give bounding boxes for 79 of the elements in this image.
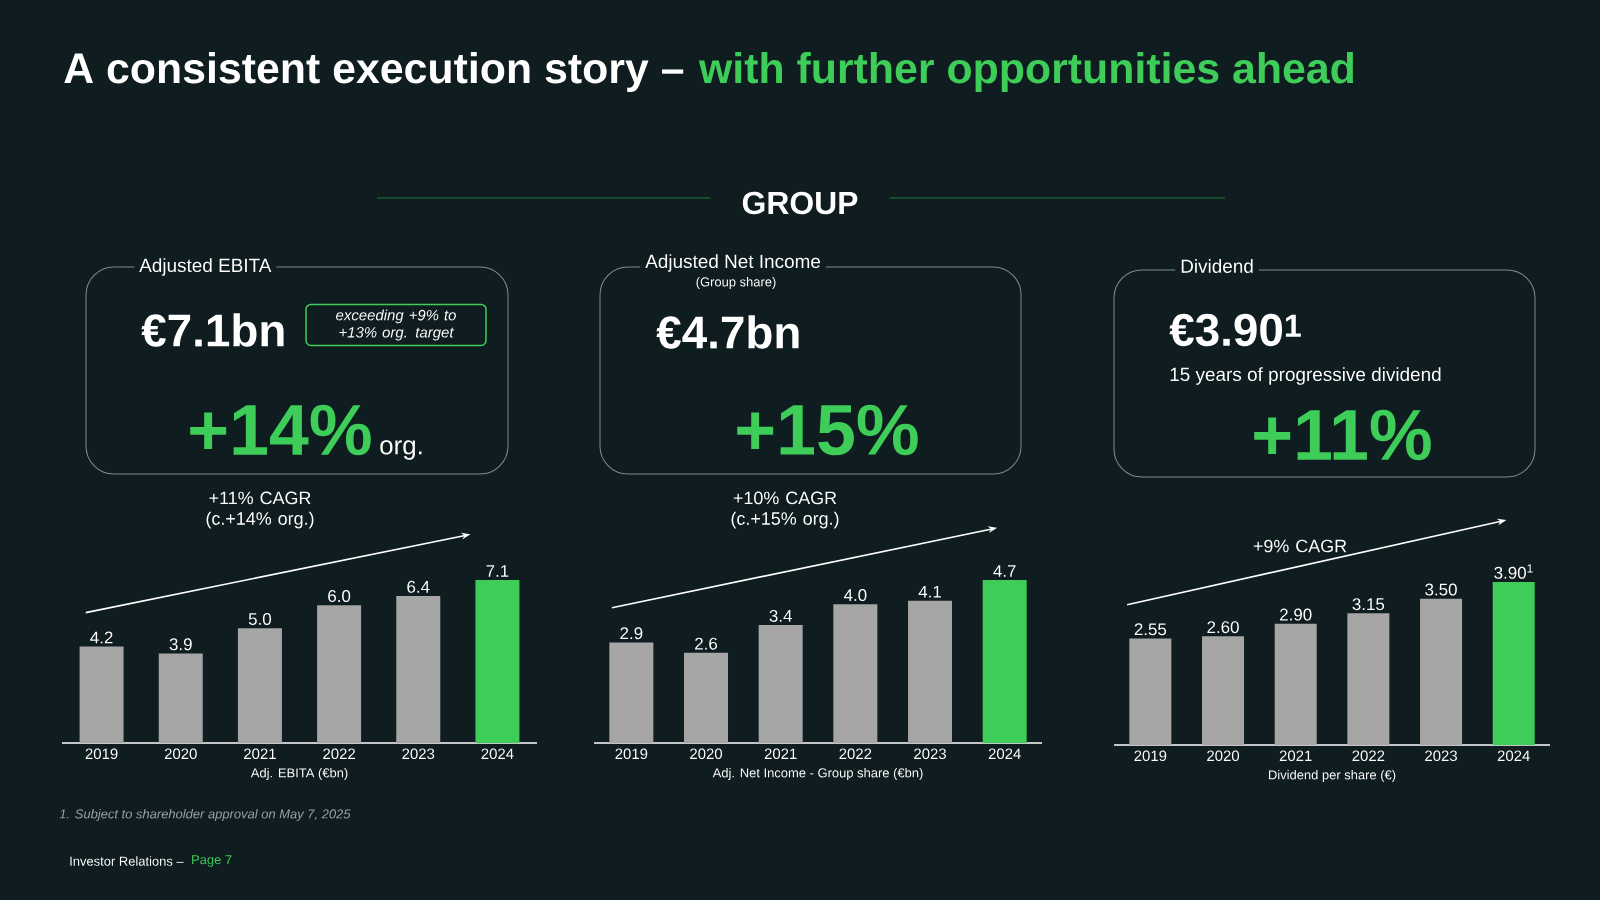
x-axis-title: Dividend per share (€) (1269, 769, 1396, 783)
x-tick-label: 2020 (690, 748, 723, 760)
data-label: 3.15 (1352, 598, 1385, 611)
data-label: 2.90 (1280, 608, 1312, 621)
data-label: 5.0 (248, 613, 272, 626)
x-tick-label: 2020 (1207, 750, 1240, 762)
bar (158, 653, 203, 743)
data-label: 4.2 (90, 631, 113, 644)
text: +15% (737, 404, 918, 456)
data-label: 3.90$^{1}$ (1494, 564, 1533, 579)
text: +11% CAGR (c.+14% org.) (206, 491, 314, 529)
data-label: 3.50 (1425, 583, 1457, 596)
x-axis-title: Adj. Net Income - Group share (€bn) (712, 767, 923, 781)
bar (833, 604, 878, 743)
chart-title: Dividend (1181, 259, 1253, 273)
x-tick-label: 2022 (1352, 750, 1385, 762)
data-label: 2.60 (1207, 621, 1239, 634)
x-tick-label: 2023 (402, 748, 435, 760)
bar (1492, 581, 1535, 745)
chart-title: Adjusted EBITA (139, 258, 272, 276)
bar (237, 628, 282, 743)
bar (609, 642, 654, 743)
bar (684, 652, 729, 743)
bar (317, 605, 362, 743)
x-tick-label: 2024 (988, 748, 1021, 760)
x-tick-label: 2021 (244, 748, 276, 760)
x-tick-label: 2024 (481, 748, 514, 760)
x-tick-label: 2019 (85, 748, 118, 760)
x-tick-label: 2022 (839, 748, 872, 760)
x-tick-label: 2021 (1279, 750, 1312, 762)
data-label: 2.9 (620, 627, 643, 640)
bar (396, 596, 441, 743)
bar (1347, 613, 1390, 745)
x-axis-title: Adj. EBITA (€bn) (250, 767, 348, 781)
x-tick-label: 2023 (1425, 750, 1457, 762)
x-tick-label: 2021 (764, 748, 797, 760)
text: +10% CAGR (c.+15% org.) (731, 491, 839, 529)
x-tick-label: 2023 (914, 748, 946, 760)
bar (475, 579, 520, 743)
text: A consistent execution story – (64, 52, 684, 92)
text: with further opportunities ahead (698, 52, 1354, 92)
text: +9% CAGR (1253, 539, 1347, 553)
bar (1202, 636, 1245, 745)
bar (1129, 638, 1172, 745)
data-label: 6.0 (328, 590, 351, 603)
bar (1420, 598, 1463, 745)
data-label: 7.1 (486, 565, 509, 577)
bar (1274, 623, 1317, 745)
bar (982, 580, 1027, 743)
x-tick-label: 2019 (615, 748, 648, 760)
text: 15 years of progressive dividend (1170, 367, 1441, 385)
text: GROUP (742, 191, 858, 215)
data-label: 2.55 (1134, 623, 1167, 636)
x-tick-label: 2024 (1497, 750, 1530, 762)
text: (Group share) (696, 276, 776, 290)
data-label: 3.9 (169, 638, 192, 651)
data-label: 4.1 (918, 585, 941, 598)
bar (758, 625, 803, 743)
text: Page 7 (192, 855, 232, 867)
x-tick-label: 2020 (164, 748, 197, 760)
text: +14% (190, 404, 371, 456)
bar (908, 600, 953, 743)
text: +11% (1254, 409, 1431, 461)
text: €4.7bn (656, 315, 799, 349)
data-label: 2.6 (695, 637, 718, 650)
data-label: 4.7 (993, 565, 1016, 577)
data-label: 4.0 (843, 589, 867, 602)
text: Investor Relations – (70, 856, 184, 866)
data-label: 3.4 (769, 609, 792, 622)
x-tick-label: 2019 (1134, 750, 1167, 762)
data-label: 6.4 (407, 580, 430, 593)
text: org. (380, 440, 422, 460)
text: €3.90$^{1}$ (1169, 313, 1301, 347)
bar (79, 646, 124, 743)
text: exceeding +9% to +13% org. target (336, 309, 456, 341)
x-tick-label: 2022 (323, 748, 355, 760)
text: 1. Subject to shareholder approval on May 7, 2025 (59, 808, 351, 822)
chart-title: Adjusted Net Income (645, 254, 821, 272)
text: €7.1bn (141, 313, 284, 347)
